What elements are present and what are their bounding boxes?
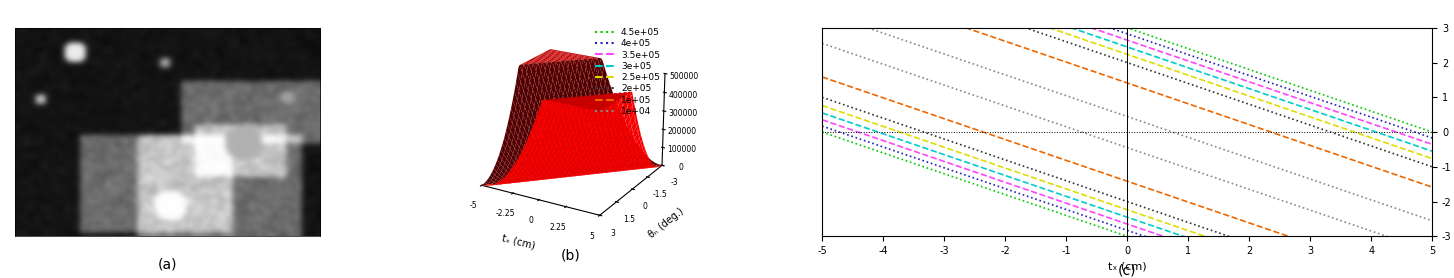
Legend: 4.5e+05, 4e+05, 3.5e+05, 3e+05, 2.5e+05, 2e+05, 1e+05, 1e+04: 4.5e+05, 4e+05, 3.5e+05, 3e+05, 2.5e+05,… bbox=[595, 28, 660, 116]
Text: (b): (b) bbox=[561, 249, 580, 263]
Text: (a): (a) bbox=[157, 257, 177, 271]
X-axis label: tₓ (cm): tₓ (cm) bbox=[502, 233, 537, 251]
Y-axis label: θₙ (deg.): θₙ (deg.) bbox=[647, 207, 685, 240]
X-axis label: tₓ (cm): tₓ (cm) bbox=[1108, 262, 1146, 272]
Text: (c): (c) bbox=[1118, 264, 1137, 277]
